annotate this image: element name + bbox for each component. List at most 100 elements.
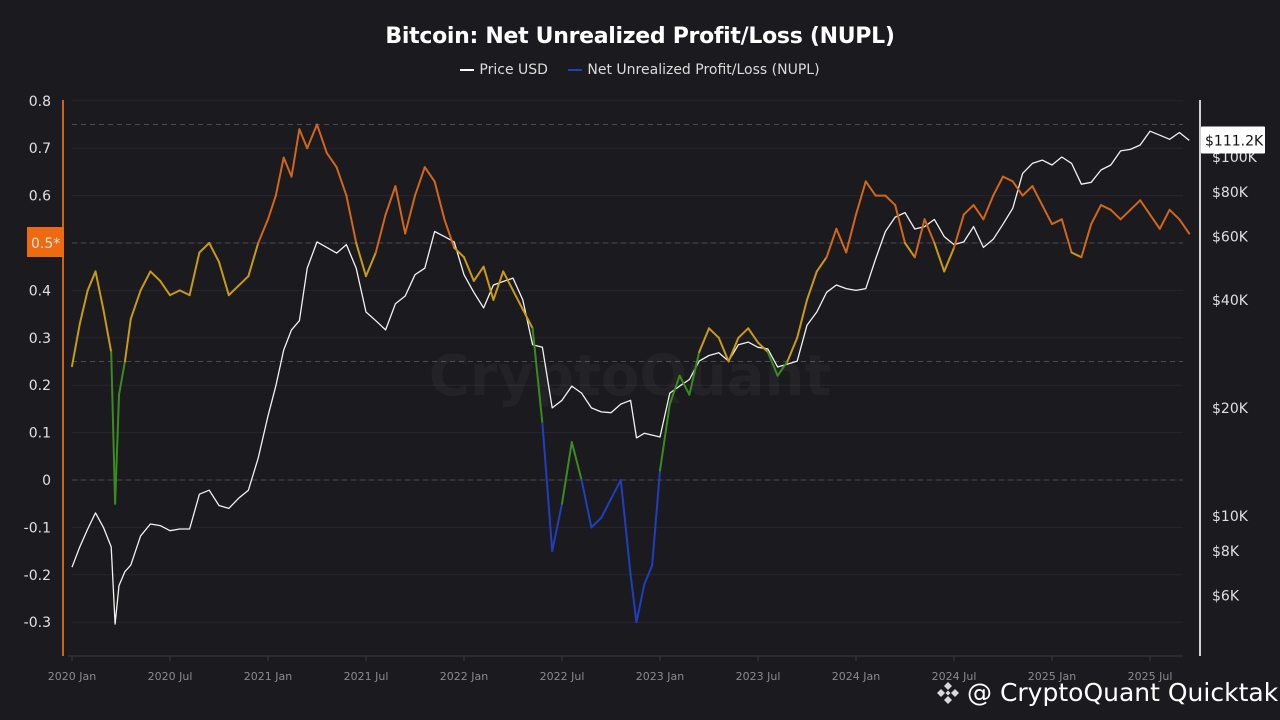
nupl-segment [169, 289, 181, 297]
nupl-segment [384, 185, 397, 216]
nupl-segment [708, 327, 720, 339]
nupl-segment [298, 128, 309, 150]
nupl-segment [688, 351, 701, 396]
nupl-segment [472, 265, 485, 282]
nupl-segment [453, 246, 465, 259]
nupl-segment [1060, 218, 1073, 254]
x-tick-label: 2020 Jan [48, 670, 96, 683]
nupl-segment [1031, 185, 1044, 207]
y-right-tick-label: $8K [1212, 544, 1240, 560]
nupl-segment [766, 351, 779, 377]
nupl-segment [198, 242, 211, 254]
y-right-tick-label: $20K [1212, 401, 1249, 417]
nupl-segment [394, 185, 407, 235]
y-left-tick-label: 0.7 [29, 141, 51, 157]
nupl-segment [325, 151, 338, 169]
current-price-badge [1201, 126, 1265, 154]
y-right-tick-label: $10K [1212, 509, 1249, 525]
nupl-segment [600, 497, 612, 519]
nupl-segment [237, 275, 250, 287]
nupl-segment [443, 218, 456, 249]
nupl-segment [1041, 204, 1053, 226]
nupl-segment [982, 194, 995, 221]
nupl-segment [531, 327, 544, 425]
nupl-segment [129, 289, 142, 320]
nupl-segment [845, 213, 857, 254]
x-tick-label: 2025 Jan [1028, 670, 1076, 683]
nupl-segment [247, 242, 260, 278]
y-left-tick-label: 0.8 [29, 94, 51, 110]
y-left-tick-label: 0.6 [29, 189, 51, 205]
y-right-tick-label: $40K [1212, 293, 1249, 309]
nupl-segment [178, 289, 191, 297]
nupl-segment [1168, 208, 1181, 221]
x-tick-label: 2025 Jul [1128, 670, 1173, 683]
nupl-segment [962, 204, 975, 216]
nupl-segment [698, 327, 710, 354]
nupl-segment [923, 218, 936, 244]
nupl-segment [678, 374, 691, 396]
nupl-segment [282, 156, 293, 178]
nupl-segment [492, 270, 505, 301]
nupl-segment [727, 336, 740, 363]
legend-item-price[interactable]: Price USD [460, 62, 548, 78]
nupl-segment [1178, 218, 1191, 235]
nupl-segment [345, 194, 358, 244]
nupl-segment [208, 242, 220, 263]
x-tick-label: 2021 Jan [244, 670, 292, 683]
nupl-segment [114, 393, 121, 505]
nupl-segment [864, 180, 877, 197]
y-right-tick-label: $60K [1212, 230, 1249, 246]
nupl-segment [668, 374, 681, 406]
nupl-segment [94, 270, 105, 311]
nupl-segment [123, 317, 132, 363]
nupl-segment [541, 422, 554, 553]
nupl-segment [619, 479, 632, 576]
nupl-segment [1051, 218, 1063, 226]
series-nupl-line [71, 123, 1191, 624]
legend-item-nupl[interactable]: Net Unrealized Profit/Loss (NUPL) [568, 62, 820, 78]
nupl-segment [139, 270, 152, 292]
nupl-segment [306, 123, 318, 150]
nupl-segment [629, 573, 638, 624]
price-usd-line [71, 130, 1190, 625]
y-left-tick-label: 0.4 [29, 283, 51, 299]
x-tick-label: 2023 Jul [736, 670, 781, 683]
binance-icon [937, 681, 959, 704]
nupl-segment [953, 213, 965, 249]
y-left-tick-label: 0.2 [29, 378, 51, 394]
nupl-segment [1080, 223, 1093, 259]
x-tick-label: 2022 Jan [440, 670, 488, 683]
nupl-segment [610, 479, 622, 500]
nupl-segment [102, 308, 113, 354]
y-left-tick-label: -0.3 [24, 615, 51, 631]
x-tick-label: 2021 Jul [344, 670, 389, 683]
x-tick-label: 2024 Jan [832, 670, 880, 683]
nupl-segment [433, 180, 446, 221]
nupl-segment [570, 441, 583, 481]
credit-text: @ CryptoQuant Quicktak... [967, 678, 1280, 707]
nupl-segment [521, 308, 534, 330]
y-left-tick-label: 0.3 [29, 331, 51, 347]
nupl-segment [1100, 204, 1112, 211]
series-price-line [71, 130, 1190, 625]
nupl-segment [1129, 199, 1142, 211]
nupl-segment [737, 327, 750, 339]
nupl-segment [747, 327, 759, 344]
nupl-segment [992, 175, 1004, 197]
nupl-segment [561, 441, 573, 505]
y-left-tick-label: 0.5* [31, 236, 60, 252]
y-left-tick-label: -0.1 [24, 520, 51, 536]
y-left-tick-label: 0.1 [29, 426, 51, 442]
x-axis: 2020 Jan 2020 Jul 2021 Jan 2021 Jul 2022 Jan… [48, 655, 1183, 683]
nupl-segment [1109, 208, 1122, 221]
nupl-segment [71, 322, 81, 368]
nupl-segment [884, 194, 897, 207]
nupl-segment [1002, 175, 1014, 183]
nupl-segment [78, 289, 89, 325]
gridlines [72, 100, 1183, 623]
nupl-segment [855, 180, 867, 216]
nupl-segment [110, 351, 117, 505]
chart-title: Bitcoin: Net Unrealized Profit/Loss (NUP… [385, 24, 895, 49]
